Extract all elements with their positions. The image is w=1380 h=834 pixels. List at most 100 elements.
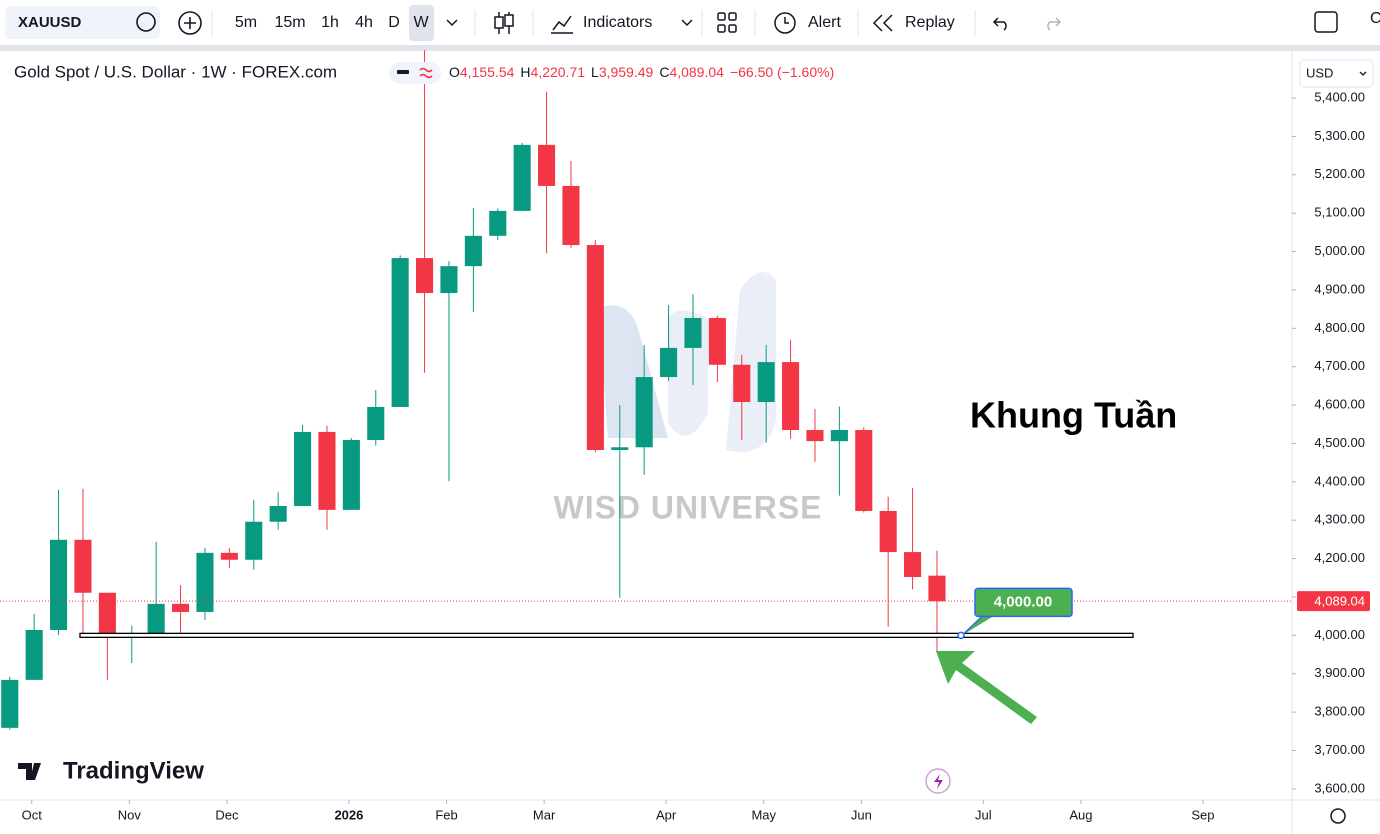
candle-body	[172, 603, 190, 612]
watermark: WISD UNIVERSE	[553, 489, 822, 525]
candle-body	[635, 377, 653, 448]
interval-dropdown[interactable]	[446, 19, 458, 27]
candle-body	[342, 440, 360, 510]
y-tick-label: 4,600.00	[1314, 397, 1365, 412]
candle-body	[391, 258, 409, 407]
annotation: Khung Tuần	[970, 395, 1177, 436]
candle-body	[416, 258, 434, 294]
news-icon-bolt	[934, 774, 943, 789]
y-tick-label: 5,000.00	[1314, 243, 1365, 258]
logo-mark	[18, 763, 41, 780]
candle-body	[147, 603, 165, 636]
candle-body	[757, 362, 775, 403]
callout-anchor	[957, 631, 965, 640]
legend-pill[interactable]	[389, 62, 441, 84]
legend-pill-icon	[397, 70, 409, 74]
interval[interactable]: 15m	[274, 14, 305, 31]
indicators-button[interactable]: Indicators	[583, 14, 652, 31]
legend-change: −66.50 (−1.60%)	[730, 64, 834, 80]
fullscreen[interactable]	[1314, 11, 1338, 33]
alert-icon-hands	[784, 17, 789, 24]
add-icon-plus	[184, 17, 196, 29]
legend-title: Gold Spot / U.S. Dollar · 1W · FOREX.com	[14, 62, 337, 81]
candle-body	[1, 679, 19, 728]
last-price-label: 4,089.04	[1314, 594, 1365, 609]
y-tick-label: 4,200.00	[1314, 550, 1365, 565]
x-tick-label: Mar	[533, 807, 556, 822]
candle-body	[879, 511, 897, 553]
layout-icon[interactable]	[717, 12, 737, 33]
plot	[0, 50, 1292, 730]
candle-body	[25, 629, 43, 680]
favorite-icon[interactable]	[136, 12, 156, 32]
candle-body	[50, 539, 68, 630]
undo[interactable]	[992, 17, 1007, 31]
y-tick-label: 3,800.00	[1314, 704, 1365, 719]
x-tick-label: Apr	[656, 807, 677, 822]
x-tick-label: Sep	[1191, 807, 1214, 822]
interval[interactable]: 1h	[321, 14, 339, 31]
candle-body	[538, 144, 556, 186]
candle-body	[220, 552, 238, 560]
x-tick-label: 2026	[334, 807, 363, 822]
y-tick-label: 4,000.00	[1314, 627, 1365, 642]
currency[interactable]: USD	[1306, 65, 1333, 80]
add-icon[interactable]	[178, 11, 202, 35]
candle-body	[464, 235, 482, 267]
interval[interactable]: 5m	[235, 14, 257, 31]
candle-body	[562, 185, 580, 246]
alert-icon[interactable]	[774, 12, 796, 34]
candle-body	[928, 575, 946, 602]
y-tick-label: 3,700.00	[1314, 742, 1365, 757]
currency-select[interactable]	[1299, 59, 1374, 88]
x-tick-label: Feb	[435, 807, 457, 822]
candle-body	[245, 521, 263, 560]
logo: TradingView	[63, 757, 204, 784]
y-tick-label: 5,100.00	[1314, 205, 1365, 220]
candle-body	[98, 592, 116, 636]
account[interactable]: C	[1370, 10, 1380, 27]
callout-box	[974, 587, 1073, 618]
legend-o-label: O	[449, 64, 460, 80]
settings-icon[interactable]	[1330, 808, 1346, 824]
y-tick-label: 5,200.00	[1314, 166, 1365, 181]
candle-body	[708, 317, 726, 365]
candle-body	[782, 362, 800, 431]
indicators-icon[interactable]	[551, 15, 573, 34]
redo[interactable]	[1047, 17, 1062, 31]
chart-type-icon-body	[494, 16, 504, 29]
interval[interactable]: W	[413, 14, 429, 31]
candle-body	[367, 406, 385, 441]
legend-h: 4,220.71	[531, 64, 586, 80]
y-tick-label: 4,500.00	[1314, 435, 1365, 450]
replay-button[interactable]: Replay	[905, 14, 955, 31]
last-price-box	[1297, 591, 1370, 612]
x-tick-label: Jun	[851, 807, 872, 822]
annotation-arrow	[936, 651, 1037, 724]
candle-body	[74, 539, 92, 593]
x-tick-label: Aug	[1069, 807, 1092, 822]
candle-body	[806, 430, 824, 442]
currency-dropdown	[1359, 71, 1367, 76]
chart-type-icon-body	[504, 14, 514, 27]
interval-active	[409, 5, 434, 41]
indicators-dropdown[interactable]	[681, 19, 693, 27]
interval[interactable]: D	[388, 14, 400, 31]
y-tick-label: 4,700.00	[1314, 358, 1365, 373]
interval[interactable]: 4h	[355, 14, 373, 31]
symbol[interactable]: XAUUSD	[18, 14, 82, 31]
x-tick-label: Nov	[118, 807, 142, 822]
y-tick-label: 5,300.00	[1314, 128, 1365, 143]
replay-icon[interactable]	[872, 14, 893, 32]
legend-pill-icon	[419, 67, 433, 79]
candle-body	[513, 144, 531, 211]
y-tick-label: 4,900.00	[1314, 281, 1365, 296]
symbol-box[interactable]	[5, 6, 160, 39]
x-tick-label: Dec	[215, 807, 239, 822]
y-tick-label: 3,900.00	[1314, 665, 1365, 680]
x-tick-label: Jul	[975, 807, 992, 822]
legend-c-label: C	[659, 64, 669, 80]
alert-button[interactable]: Alert	[808, 14, 841, 31]
